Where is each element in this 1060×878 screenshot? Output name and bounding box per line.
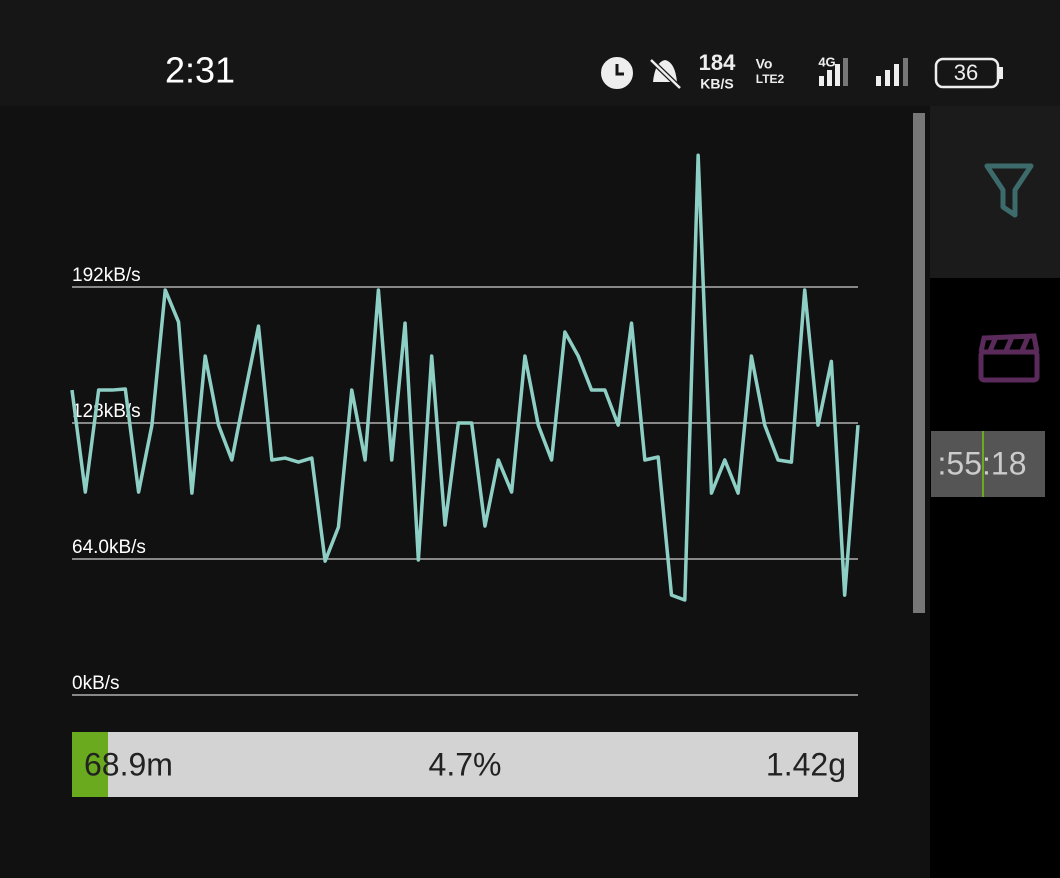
scrollbar (913, 113, 925, 613)
y-tick-label: 0kB/s (72, 673, 120, 694)
filter-button[interactable] (984, 163, 1034, 218)
timer: :55:18 (938, 445, 1027, 481)
clock: 2:31 (165, 50, 235, 91)
timer-box (931, 431, 1045, 497)
signal-1 (819, 58, 848, 86)
side-panel-top (930, 106, 1060, 278)
video-button[interactable] (978, 333, 1040, 383)
battery-outline (934, 57, 1000, 89)
usage-middle: 4.7% (429, 746, 502, 782)
volte-bottom: LTE2 (756, 72, 785, 86)
usage-bar (72, 732, 858, 797)
y-tick-label: 128kB/s (72, 401, 141, 422)
status-bar (0, 0, 1060, 106)
alarm-icon (601, 57, 633, 89)
side-panel (930, 278, 1060, 878)
usage-fill (72, 732, 108, 797)
battery-level: 36 (954, 60, 978, 85)
volte-top: Vo (756, 56, 773, 72)
speed-unit: KB/S (700, 76, 733, 92)
y-tick-label: 192kB/s (72, 265, 141, 286)
usage-right: 1.42g (766, 746, 846, 782)
mute-icon (649, 58, 682, 90)
battery-tip (999, 67, 1003, 79)
speed-chart: 0kB/s 64.0kB/s 128kB/s 192kB/s (70, 153, 860, 696)
y-tick-label: 64.0kB/s (72, 537, 146, 558)
signal-2 (876, 58, 908, 86)
network-type: 4G (818, 54, 835, 69)
speed-value: 184 (699, 50, 736, 75)
usage-left: 68.9m (84, 746, 173, 782)
speed-line (70, 153, 860, 602)
